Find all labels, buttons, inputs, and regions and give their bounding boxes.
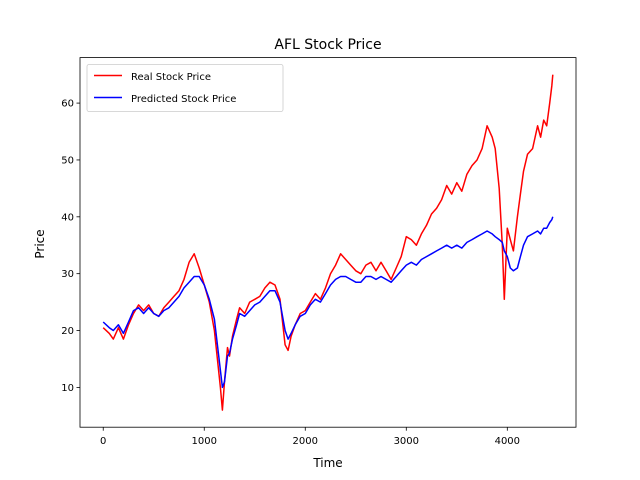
x-tick-label: 3000 — [394, 436, 419, 447]
series-line-real — [102, 74, 554, 411]
legend: Real Stock Price Predicted Stock Price — [86, 64, 284, 112]
y-tick-label: 30 — [61, 269, 74, 280]
y-tick-label: 50 — [61, 155, 74, 166]
y-tick-label: 20 — [61, 326, 74, 337]
y-tick-label: 10 — [61, 383, 74, 394]
y-axis: 10 20 30 40 50 60 — [61, 99, 80, 394]
legend-box — [86, 64, 284, 112]
x-tick-label: 0 — [100, 436, 106, 447]
legend-label-predicted: Predicted Stock Price — [131, 94, 236, 105]
chart-title: AFL Stock Price — [274, 37, 381, 53]
x-tick-label: 1000 — [192, 436, 217, 447]
y-axis-label: Price — [33, 229, 47, 258]
plot-frame — [79, 57, 577, 428]
plot-series — [102, 74, 554, 411]
legend-label-real: Real Stock Price — [131, 72, 211, 83]
series-line-predicted — [102, 216, 554, 389]
x-tick-label: 2000 — [293, 436, 318, 447]
y-tick-label: 60 — [61, 99, 74, 110]
x-tick-label: 4000 — [495, 436, 520, 447]
x-axis-label: Time — [312, 456, 342, 470]
y-tick-label: 40 — [61, 212, 74, 223]
x-axis: 0 1000 2000 3000 4000 — [100, 427, 520, 447]
